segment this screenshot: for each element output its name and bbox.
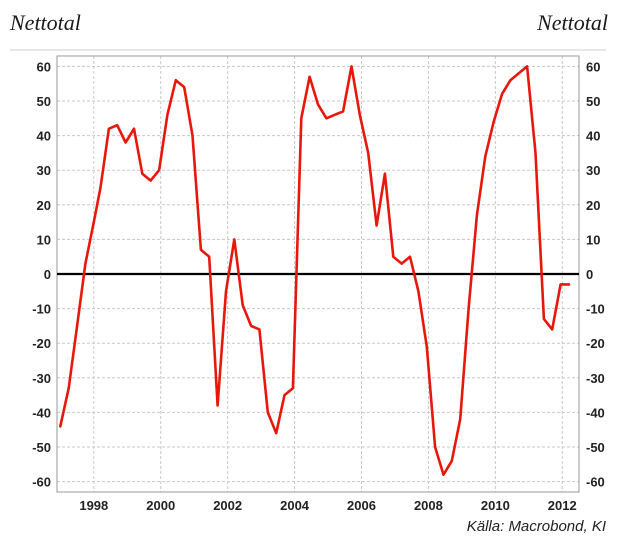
y-tick-label-left: 10 — [37, 232, 51, 247]
y-tick-label-right: 60 — [586, 59, 600, 74]
x-tick-label: 2000 — [146, 498, 175, 513]
x-tick-label: 2008 — [414, 498, 443, 513]
series-group — [58, 65, 571, 477]
y-tick-label-left: 60 — [37, 59, 51, 74]
source-note: Källa: Macrobond, KI — [466, 518, 606, 535]
y-tick-label-right: 0 — [586, 267, 593, 282]
y-tick-label-left: -40 — [32, 405, 51, 420]
x-tick-label: 2006 — [347, 498, 376, 513]
y-tick-label-left: -30 — [32, 371, 51, 386]
y-tick-label-left: 30 — [37, 163, 51, 178]
y-tick-label-left: 40 — [37, 129, 51, 144]
y-tick-label-left: -60 — [32, 475, 51, 490]
y-tick-label-right: -10 — [586, 302, 605, 317]
x-tick-label: 2002 — [213, 498, 242, 513]
y-tick-label-left: 20 — [37, 198, 51, 213]
y-tick-label-right: 40 — [586, 129, 600, 144]
y-tick-label-right: -50 — [586, 440, 605, 455]
x-tick-label: 2010 — [481, 498, 510, 513]
x-tick-label: 2012 — [548, 498, 577, 513]
y-tick-label-right: -40 — [586, 405, 605, 420]
x-tick-label: 1998 — [79, 498, 108, 513]
y-tick-label-right: 30 — [586, 163, 600, 178]
y-tick-label-right: 50 — [586, 94, 600, 109]
y-tick-label-left: -50 — [32, 440, 51, 455]
y-tick-label-right: -30 — [586, 371, 605, 386]
y-tick-label-right: -60 — [586, 475, 605, 490]
y-tick-label-left: 50 — [37, 94, 51, 109]
left-axis-caption: Nettotal — [10, 10, 81, 35]
y-tick-label-left: 0 — [44, 267, 51, 282]
right-axis-caption: Nettotal — [537, 10, 608, 35]
series-line — [58, 65, 571, 477]
y-tick-label-left: -10 — [32, 302, 51, 317]
y-tick-label-right: -20 — [586, 336, 605, 351]
y-tick-label-right: 10 — [586, 232, 600, 247]
x-tick-label: 2004 — [280, 498, 310, 513]
y-tick-label-left: -20 — [32, 336, 51, 351]
y-tick-label-right: 20 — [586, 198, 600, 213]
